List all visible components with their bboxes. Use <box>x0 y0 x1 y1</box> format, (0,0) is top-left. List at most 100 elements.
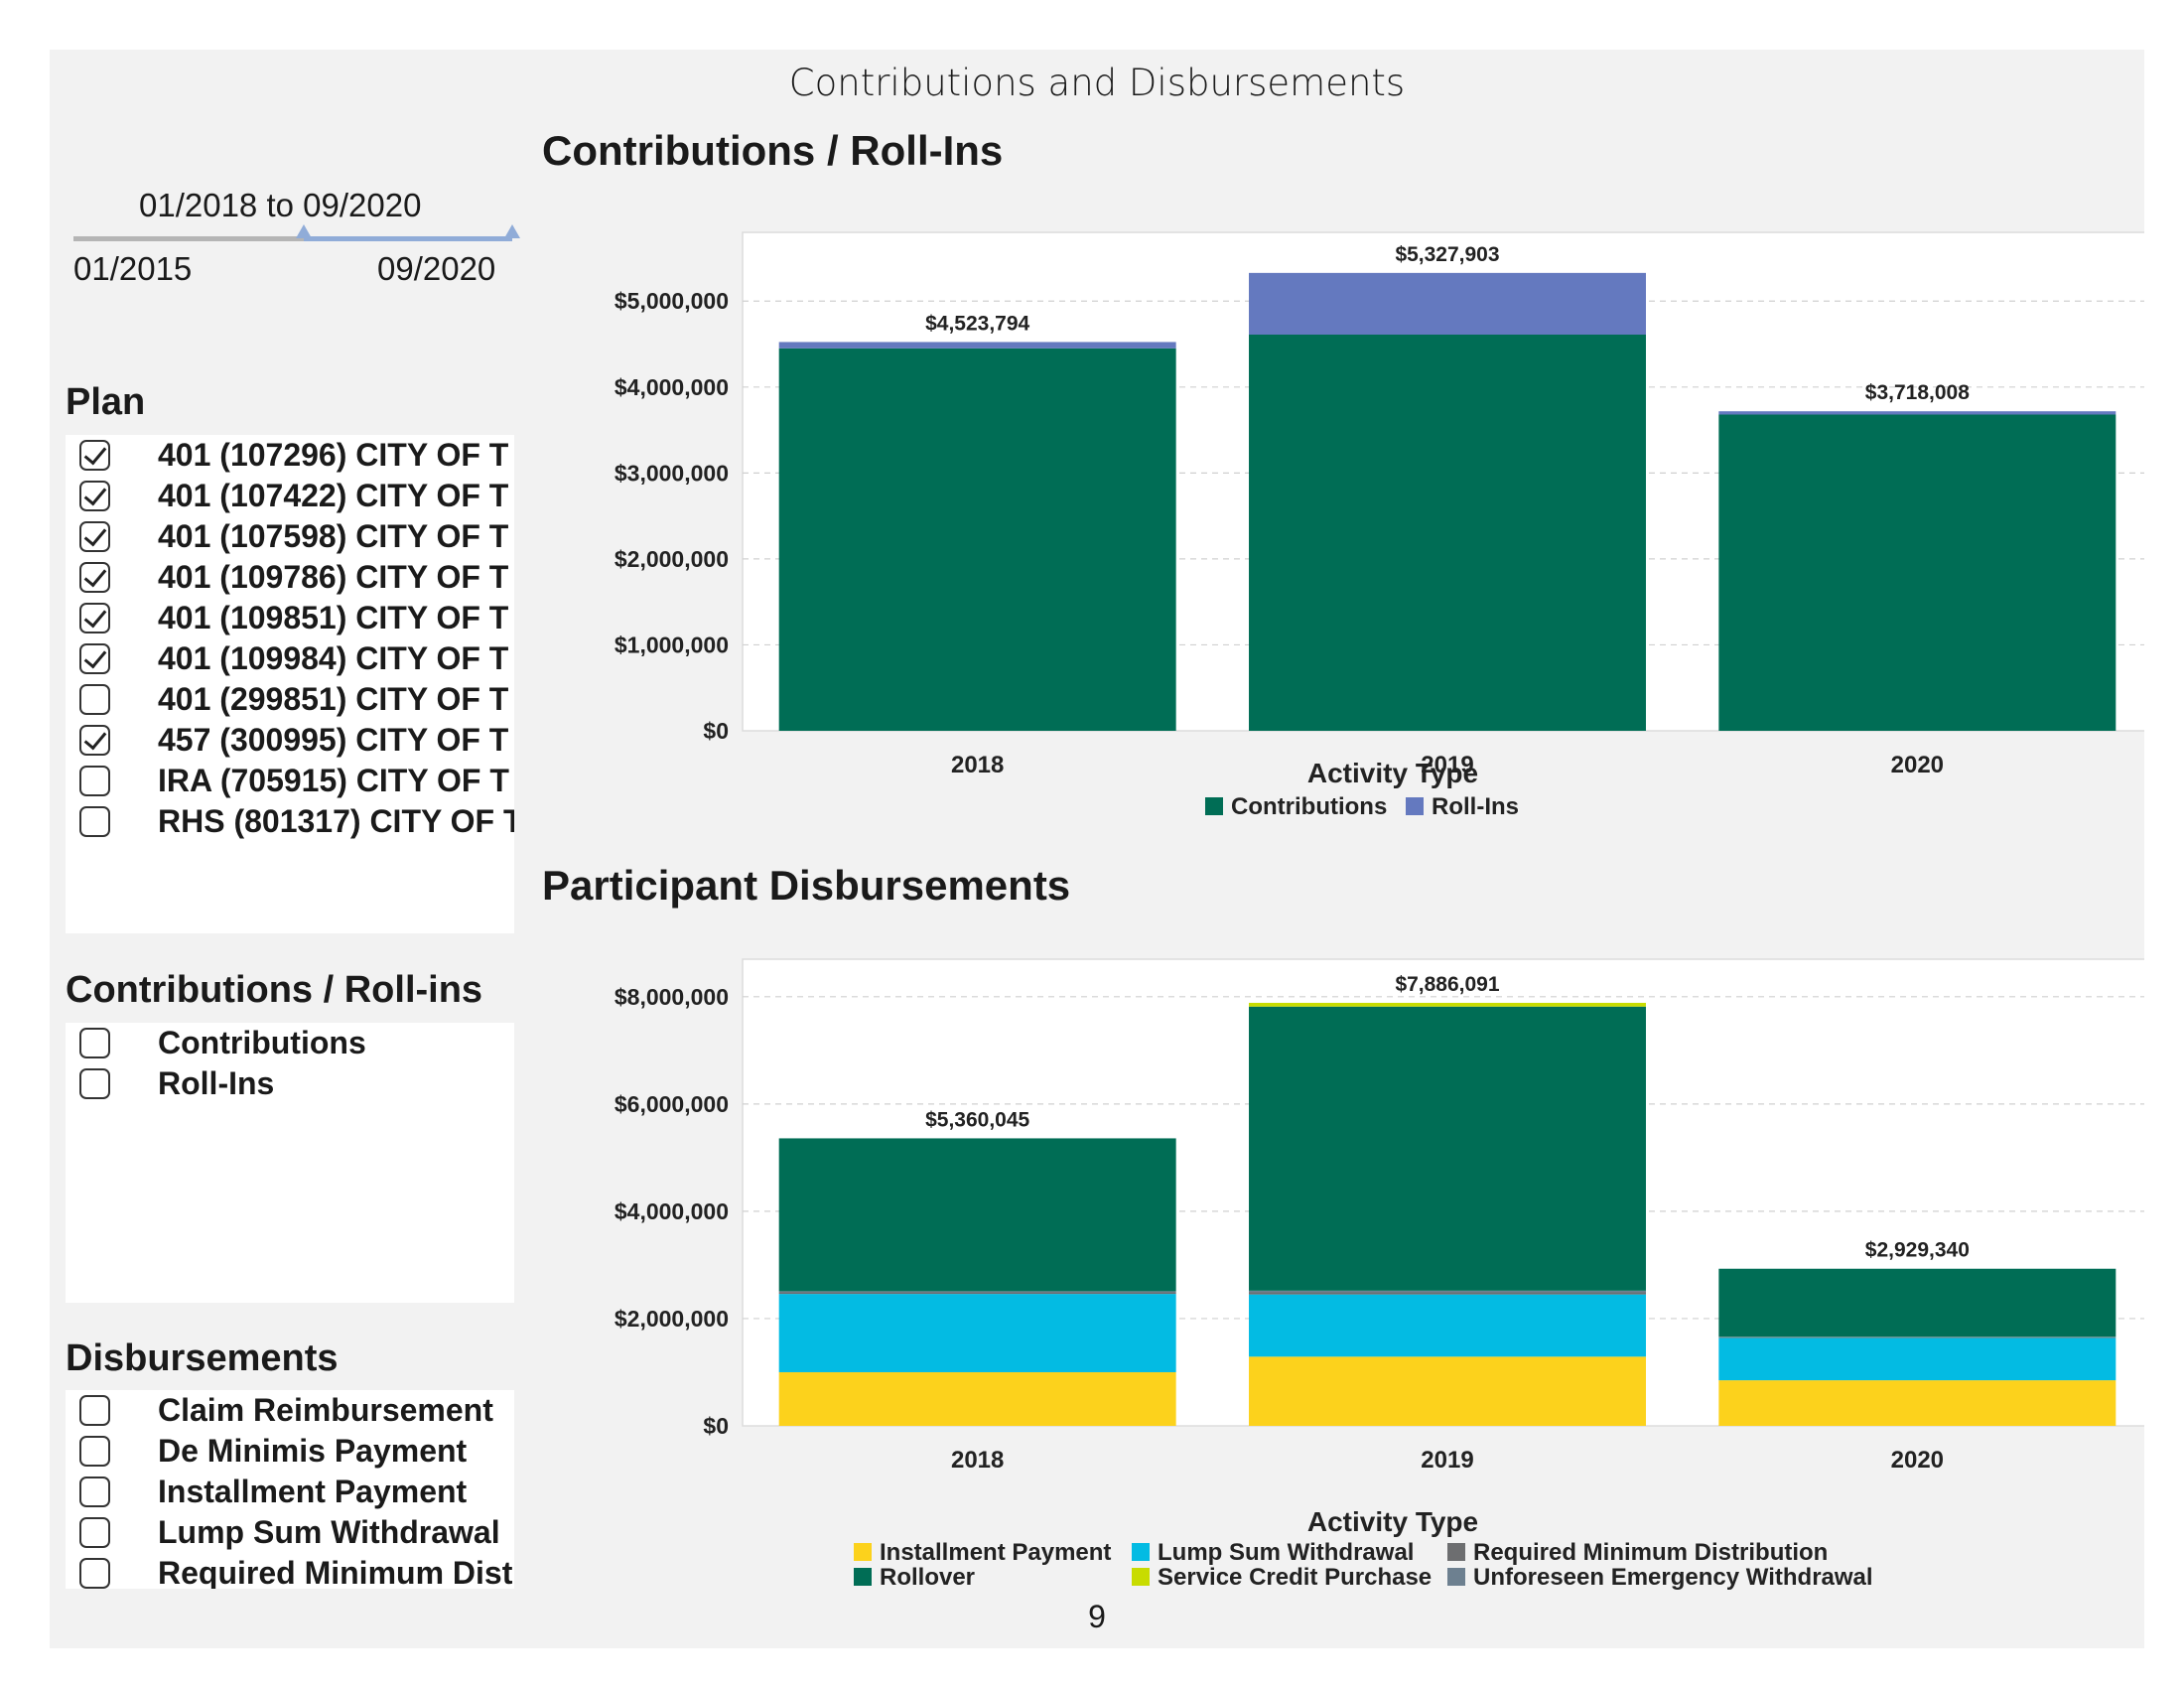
bar-segment-required-minimum-distribution-2019 <box>1249 1292 1646 1295</box>
checkbox-unchecked[interactable] <box>79 1558 110 1589</box>
page-number: 9 <box>1088 1599 1106 1634</box>
bar-segment-service-credit-purchase-2019 <box>1249 1002 1646 1007</box>
bar-segment-rollover-2020 <box>1718 1268 2116 1337</box>
checkbox-checked[interactable] <box>79 440 110 471</box>
x-tick-label: 2019 <box>1421 752 1473 778</box>
plan-filter-list: 401 (107296) CITY OF T 401 (107422) CITY … <box>66 435 514 933</box>
plan-item-label: 401 (107422) CITY OF T <box>158 478 509 513</box>
disb-item-de-minimis-payment[interactable]: De Minimis Payment <box>66 1431 514 1472</box>
legend-swatch-unforeseen-emergency-withdrawal <box>1447 1568 1465 1586</box>
contrib-item-contributions[interactable]: Contributions <box>66 1023 514 1063</box>
legend-title: Activity Type <box>1307 758 1478 788</box>
plan-item-457-300995-city-of-t[interactable]: 457 (300995) CITY OF T <box>66 720 514 761</box>
legend-label-unforeseen-emergency-withdrawal: Unforeseen Emergency Withdrawal <box>1473 1564 1873 1591</box>
legend-label-lump-sum-withdrawal: Lump Sum Withdrawal <box>1158 1539 1414 1566</box>
legend-title: Activity Type <box>1307 1506 1478 1537</box>
checkbox-unchecked[interactable] <box>79 766 110 796</box>
checkbox-checked[interactable] <box>79 725 110 756</box>
disb-item-label: Installment Payment <box>158 1474 468 1509</box>
checkbox-unchecked[interactable] <box>79 806 110 837</box>
checkbox-checked[interactable] <box>79 562 110 593</box>
bar-segment-roll-ins-2019 <box>1249 272 1646 335</box>
checkbox-checked[interactable] <box>79 603 110 633</box>
date-slider-track[interactable] <box>73 236 510 241</box>
legend-swatch-service-credit-purchase <box>1132 1568 1150 1586</box>
bar-total-label: $2,929,340 <box>1865 1239 1970 1262</box>
plan-item-401-299851-city-of-t[interactable]: 401 (299851) CITY OF T <box>66 679 514 720</box>
y-tick-label: $2,000,000 <box>614 546 729 572</box>
checkbox-unchecked[interactable] <box>79 1517 110 1548</box>
y-tick-label: $4,000,000 <box>614 374 729 400</box>
checkbox-unchecked[interactable] <box>79 684 110 715</box>
plan-item-label: 401 (109786) CITY OF T <box>158 559 509 595</box>
bar-segment-contributions-2018 <box>778 348 1176 731</box>
bar-total-label: $5,327,903 <box>1395 243 1499 266</box>
disb-filter-list[interactable]: Claim Reimbursement De Minimis Payment Ins… <box>66 1390 514 1589</box>
bar-segment-required-minimum-distribution-2020 <box>1718 1336 2116 1338</box>
date-slider-start-handle[interactable] <box>296 224 312 238</box>
legend-swatch-roll-ins <box>1406 797 1424 815</box>
disb-item-label: Required Minimum Distribution <box>158 1555 514 1589</box>
disb-filter-heading: Disbursements <box>66 1337 339 1379</box>
plan-item-401-109851-city-of-t[interactable]: 401 (109851) CITY OF T <box>66 598 514 638</box>
contrib-chart-title: Contributions / Roll-Ins <box>542 127 1004 174</box>
plan-item-label: IRA (705915) CITY OF T <box>158 763 509 798</box>
disb-item-installment-payment[interactable]: Installment Payment <box>66 1472 514 1512</box>
legend-swatch-contributions <box>1205 797 1223 815</box>
bar-total-label: $7,886,091 <box>1395 973 1499 996</box>
x-tick-label: 2018 <box>951 752 1004 778</box>
bar-total-label: $4,523,794 <box>925 312 1029 335</box>
contrib-filter-list: Contributions Roll-Ins <box>66 1023 514 1303</box>
legend-label-service-credit-purchase: Service Credit Purchase <box>1158 1564 1432 1591</box>
plan-item-label: 457 (300995) CITY OF T <box>158 722 509 758</box>
plan-item-rhs-801317-city-of-t[interactable]: RHS (801317) CITY OF T <box>66 801 514 842</box>
checkbox-unchecked[interactable] <box>79 1068 110 1099</box>
bar-segment-unforeseen-emergency-withdrawal-2019 <box>1249 1290 1646 1293</box>
legend-swatch-rollover <box>854 1568 872 1586</box>
checkbox-checked[interactable] <box>79 521 110 552</box>
date-range-text: 01/2018 to 09/2020 <box>139 187 422 223</box>
contrib-item-roll-ins[interactable]: Roll-Ins <box>66 1063 514 1104</box>
legend-label-installment-payment: Installment Payment <box>880 1539 1111 1566</box>
plan-item-ira-705915-city-of-t[interactable]: IRA (705915) CITY OF T <box>66 761 514 801</box>
plan-filter-heading: Plan <box>66 381 146 423</box>
bar-total-label: $5,360,045 <box>925 1108 1029 1131</box>
plan-item-label: 401 (299851) CITY OF T <box>158 681 509 717</box>
date-slider-end-handle[interactable] <box>504 224 520 238</box>
x-tick-label: 2020 <box>1891 1447 1944 1474</box>
checkbox-unchecked[interactable] <box>79 1436 110 1467</box>
x-tick-label: 2019 <box>1421 1447 1473 1474</box>
bar-segment-required-minimum-distribution-2018 <box>778 1292 1176 1295</box>
plan-item-401-109786-city-of-t[interactable]: 401 (109786) CITY OF T <box>66 557 514 598</box>
plan-item-label: 401 (107296) CITY OF T <box>158 437 509 473</box>
x-tick-label: 2020 <box>1891 752 1944 778</box>
disb-item-label: Claim Reimbursement <box>158 1392 493 1428</box>
bar-segment-roll-ins-2018 <box>778 342 1176 349</box>
disb-item-claim-reimbursement[interactable]: Claim Reimbursement <box>66 1390 514 1431</box>
contrib-filter-heading: Contributions / Roll-ins <box>66 969 483 1011</box>
checkbox-checked[interactable] <box>79 481 110 511</box>
disb-item-lump-sum-withdrawal[interactable]: Lump Sum Withdrawal <box>66 1512 514 1553</box>
date-slider-min-label: 01/2015 <box>73 250 193 287</box>
plan-item-401-107598-city-of-t[interactable]: 401 (107598) CITY OF T <box>66 516 514 557</box>
y-tick-label: $0 <box>703 718 729 744</box>
plan-item-401-107422-city-of-t[interactable]: 401 (107422) CITY OF T <box>66 476 514 516</box>
plan-item-401-107296-city-of-t[interactable]: 401 (107296) CITY OF T <box>66 435 514 476</box>
checkbox-unchecked[interactable] <box>79 1395 110 1426</box>
bar-segment-rollover-2018 <box>778 1138 1176 1292</box>
participant-disbursements-chart: $0 $2,000,000 $4,000,000 $6,000,000 $8,000,0… <box>614 958 2144 1591</box>
checkbox-unchecked[interactable] <box>79 1477 110 1507</box>
disb-item-required-minimum-distribution[interactable]: Required Minimum Distribution <box>66 1553 514 1589</box>
x-tick-label: 2018 <box>951 1447 1004 1474</box>
report-panel: Contributions and Disbursements 01/2018 … <box>50 50 2144 1648</box>
contrib-item-label: Roll-Ins <box>158 1065 275 1101</box>
bar-segment-lump-sum-withdrawal-2020 <box>1718 1337 2116 1381</box>
plan-item-label: 401 (109851) CITY OF T <box>158 600 509 635</box>
checkbox-checked[interactable] <box>79 643 110 674</box>
plan-item-401-109984-city-of-t[interactable]: 401 (109984) CITY OF T <box>66 638 514 679</box>
bar-segment-unforeseen-emergency-withdrawal-2020 <box>1718 1336 2116 1337</box>
checkbox-unchecked[interactable] <box>79 1028 110 1058</box>
bar-segment-rollover-2019 <box>1249 1006 1646 1291</box>
legend-swatch-required-minimum-distribution <box>1447 1543 1465 1561</box>
contrib-item-label: Contributions <box>158 1025 366 1060</box>
